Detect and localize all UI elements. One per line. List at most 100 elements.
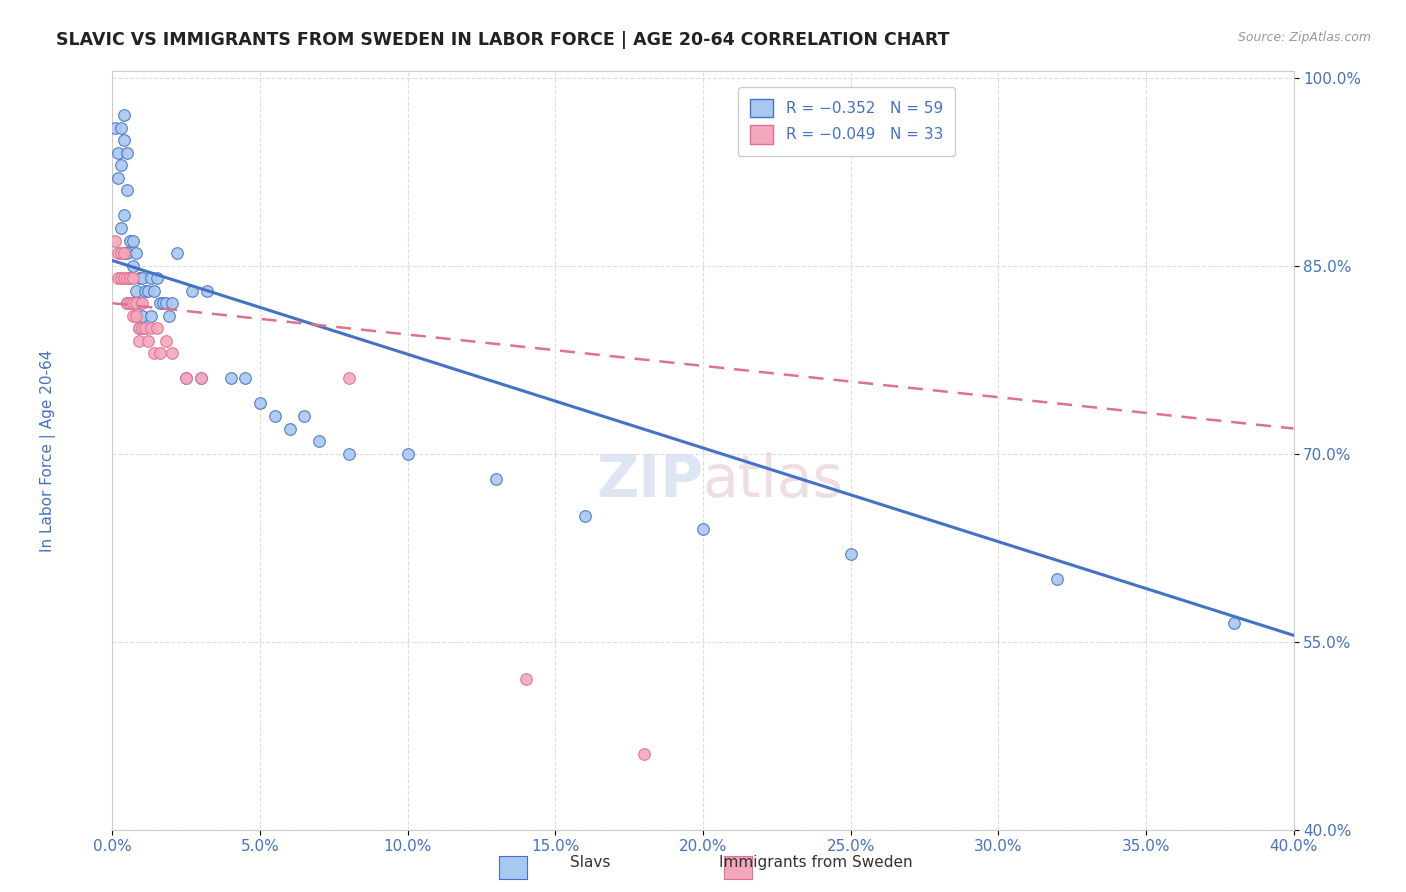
Point [122,296,145,310]
Point [337,447,360,461]
Point [181,284,204,298]
Point [1223,615,1246,630]
Point [128,334,150,348]
Point [112,133,135,147]
Point [120,271,142,285]
Point [139,271,162,285]
Text: SLAVIC VS IMMIGRANTS FROM SWEDEN IN LABOR FORCE | AGE 20-64 CORRELATION CHART: SLAVIC VS IMMIGRANTS FROM SWEDEN IN LABO… [56,31,949,49]
Point [515,672,537,686]
Point [160,346,183,360]
Point [152,296,174,310]
Point [122,309,145,323]
Point [110,120,132,135]
Point [117,183,138,197]
Point [249,396,271,410]
Point [233,371,256,385]
Point [104,234,127,248]
Point [131,271,153,285]
Point [112,108,135,122]
Point [110,246,132,260]
Point [157,309,180,323]
Point [120,234,142,248]
Point [142,346,165,360]
Point [120,296,142,310]
Point [128,296,150,310]
Point [122,271,145,285]
Point [112,209,135,223]
Point [155,334,177,348]
Point [337,371,360,385]
Point [120,271,142,285]
Point [633,747,655,762]
Point [574,509,596,524]
Point [139,309,162,323]
Point [110,158,132,172]
Point [131,296,153,310]
Point [117,271,138,285]
Point [112,246,135,260]
Point [190,371,212,385]
Point [166,246,188,260]
Point [125,246,148,260]
Text: Immigrants from Sweden: Immigrants from Sweden [718,855,912,870]
Point [107,170,129,185]
Legend: R = −0.352   N = 59, R = −0.049   N = 33: R = −0.352 N = 59, R = −0.049 N = 33 [738,87,955,156]
Point [125,284,148,298]
Point [117,296,138,310]
Text: Slavs: Slavs [571,855,610,870]
Point [122,259,145,273]
Point [1046,572,1069,586]
Point [219,371,242,385]
Point [125,296,148,310]
Point [134,321,156,335]
Point [128,321,150,335]
Point [485,472,508,486]
Point [107,246,129,260]
Point [117,246,138,260]
Point [134,321,156,335]
Point [308,434,330,448]
Point [292,409,315,423]
Point [396,447,419,461]
Point [139,321,162,335]
Point [128,271,150,285]
Point [264,409,287,423]
Point [692,522,714,536]
Text: Source: ZipAtlas.com: Source: ZipAtlas.com [1237,31,1371,45]
Point [122,234,145,248]
Point [117,296,138,310]
Point [195,284,218,298]
Point [131,309,153,323]
Point [136,334,159,348]
Point [142,284,165,298]
Point [110,271,132,285]
Point [149,296,172,310]
Point [112,246,135,260]
Point [107,145,129,160]
Point [839,547,862,561]
Point [112,271,135,285]
Point [136,284,159,298]
Point [125,309,148,323]
Point [155,296,177,310]
Point [104,120,127,135]
Text: In Labor Force | Age 20-64: In Labor Force | Age 20-64 [39,350,55,551]
Point [146,271,169,285]
Point [120,296,142,310]
Point [174,371,197,385]
Point [117,145,138,160]
Text: ZIP: ZIP [596,452,703,509]
Point [128,321,150,335]
Point [134,284,156,298]
Point [131,321,153,335]
Point [190,371,212,385]
Point [160,296,183,310]
Point [146,321,169,335]
Point [107,271,129,285]
Text: atlas: atlas [703,452,844,509]
Point [110,221,132,235]
Point [278,421,301,435]
Point [122,296,145,310]
Point [149,346,172,360]
Point [174,371,197,385]
